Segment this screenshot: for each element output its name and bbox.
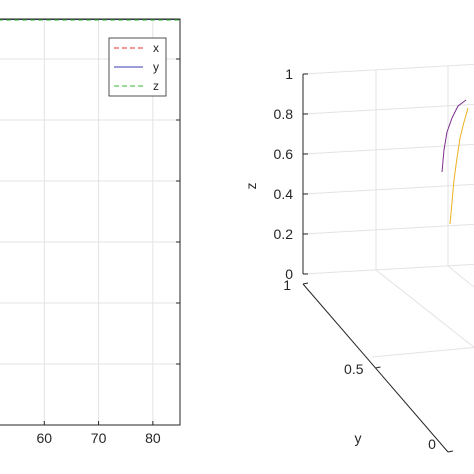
trajectory-yellow <box>449 107 469 225</box>
y-tick-mark <box>375 366 381 369</box>
back-wall-grid-h4 <box>302 223 474 235</box>
legend-label-y: y <box>153 60 159 74</box>
trajectory-group <box>441 99 469 225</box>
y-tick-mark <box>447 450 454 453</box>
legend-label-x: x <box>153 41 159 55</box>
left-axes-box <box>0 18 181 426</box>
left-plot: 60 70 80 x y z <box>0 18 181 446</box>
z-ticks: 0 0.2 0.4 0.6 0.8 1 <box>274 66 308 282</box>
floor-grid <box>371 265 474 358</box>
z-axis-label: z <box>243 183 259 190</box>
y-tick-label: 1 <box>283 277 291 293</box>
z-tick-label: 0 <box>285 266 293 282</box>
x-tick-label-0: 0 <box>428 436 436 452</box>
back-wall-top-edge <box>302 63 474 75</box>
legend-label-z: z <box>153 79 159 93</box>
back-wall <box>302 63 474 275</box>
z-tick-label: 0.2 <box>274 226 294 242</box>
floor-grid-d2 <box>447 265 474 288</box>
y-tick-label: 0.5 <box>344 361 364 377</box>
left-tick-label-x: 70 <box>91 430 107 446</box>
back-wall-grid-h2 <box>302 143 474 155</box>
back-wall-grid-h3 <box>302 183 474 195</box>
left-ticks: 60 70 80 <box>36 58 180 446</box>
right-plot-3d: 00.20.40.60.81 0.51 z y 0 <box>243 63 474 453</box>
floor-grid-d1 <box>375 269 474 348</box>
left-tick-label-x: 60 <box>36 430 52 446</box>
floor-grid-h1 <box>371 347 474 358</box>
z-tick-label: 0.6 <box>274 146 294 162</box>
legend: x y z <box>108 37 167 97</box>
left-tick-label-x: 80 <box>145 430 161 446</box>
y-tick-mark <box>302 282 309 285</box>
back-wall-grid-h1 <box>302 103 474 115</box>
y-ticks: 0.51 <box>283 277 454 453</box>
y-axis-label: y <box>355 430 362 446</box>
z-tick-label: 0.8 <box>274 106 294 122</box>
z-tick-label: 0.4 <box>274 186 294 202</box>
z-tick-label: 1 <box>285 66 293 82</box>
trajectory-purple <box>441 99 467 173</box>
back-wall-bottom-edge <box>302 263 474 275</box>
